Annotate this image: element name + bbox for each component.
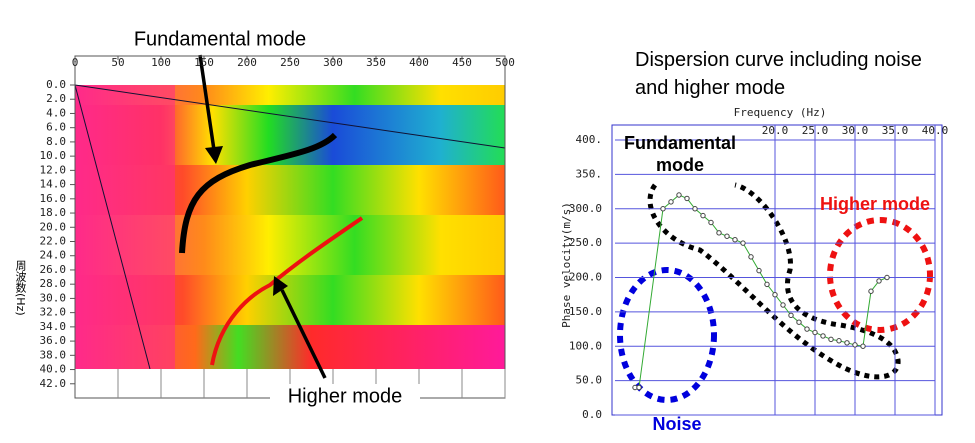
- data-point: [636, 384, 642, 391]
- chart-title: Dispersion curve including noise and hig…: [635, 49, 922, 99]
- data-point: [780, 302, 786, 308]
- data-point: [868, 288, 874, 294]
- y-tick-label: 0.0: [46, 78, 66, 91]
- x-tick-label: 200: [237, 56, 257, 69]
- y-tick-label: 50.0: [576, 374, 603, 387]
- data-point: [884, 274, 890, 281]
- y-tick-label: 40.0: [40, 363, 67, 376]
- x-tick-label: 150: [194, 56, 214, 69]
- data-point: [836, 338, 842, 344]
- data-point: [668, 199, 674, 205]
- y-tick-label: 26.0: [40, 263, 67, 276]
- x-tick-label: 450: [452, 56, 472, 69]
- y-tick-label: 6.0: [46, 121, 66, 134]
- y-tick-label: 350.: [576, 167, 603, 180]
- y-tick-label: 200.0: [569, 271, 602, 284]
- data-point: [692, 206, 698, 212]
- y-tick-label: 300.0: [569, 202, 602, 215]
- annotation: Fundamental mode: [623, 133, 736, 175]
- data-point: [796, 319, 802, 325]
- annotation: Higher mode: [820, 194, 930, 214]
- y-tick-label: 4.0: [46, 106, 66, 119]
- data-point: [660, 206, 666, 212]
- y-tick-label: 2.0: [46, 92, 66, 105]
- x-tick-label: 350: [366, 56, 386, 69]
- data-point: [852, 342, 858, 348]
- annotation-shapes: [617, 182, 933, 403]
- y-axis-label: Phase velocity(m/s): [560, 202, 573, 328]
- data-point: [684, 195, 690, 202]
- data-point: [700, 212, 706, 219]
- y-tick-label: 28.0: [40, 277, 67, 290]
- y-tick-label: 36.0: [40, 334, 67, 347]
- y-tick-label: 24.0: [40, 249, 67, 262]
- data-point: [732, 236, 738, 243]
- y-tick-label: 14.0: [40, 178, 67, 191]
- data-point: [748, 254, 754, 260]
- data-point: [844, 340, 850, 346]
- plot-layer: 0 50 100 150 200 250 300 350 400 450 5000.02.04.06…: [40, 56, 948, 421]
- data-point: [724, 233, 730, 239]
- y-tick-label: 250.0: [569, 236, 602, 249]
- x-axis-label: Frequency (Hz): [734, 106, 827, 119]
- y-tick-label: 18.0: [40, 206, 67, 219]
- y-tick-label: 8.0: [46, 135, 66, 148]
- data-point: [788, 312, 794, 319]
- y-tick-label: 400.: [576, 133, 603, 146]
- data-point: [804, 326, 810, 332]
- y-tick-label: 20.0: [40, 220, 67, 233]
- spectrum-image: [74, 54, 506, 398]
- data-line: [635, 194, 888, 388]
- y-tick-label: 150.0: [569, 305, 602, 318]
- data-point: [812, 329, 818, 336]
- y-tick-label: 12.0: [40, 163, 67, 176]
- x-tick-label: 400: [409, 56, 429, 69]
- data-point: [708, 219, 714, 226]
- annotation: Higher mode: [288, 385, 403, 407]
- data-point: [756, 267, 762, 274]
- x-tick-label: 50: [111, 56, 124, 69]
- y-tick-label: 22.0: [40, 235, 67, 248]
- y-tick-label: 16.0: [40, 192, 67, 205]
- y-axis-label: 周波数(Hz): [14, 260, 27, 316]
- data-point: [772, 291, 778, 298]
- annotation: Fundamental mode: [134, 28, 306, 50]
- y-tick-label: 30.0: [40, 291, 67, 304]
- annotation: Noise: [652, 414, 701, 434]
- x-tick-label: 250: [280, 56, 300, 69]
- x-tick-label: 300: [323, 56, 343, 69]
- data-point: [716, 230, 722, 236]
- data-point: [764, 281, 770, 288]
- y-tick-label: 0.0: [582, 408, 602, 421]
- y-tick-label: 38.0: [40, 348, 67, 361]
- data-point: [876, 278, 882, 284]
- data-point: [820, 333, 826, 339]
- y-tick-label: 42.0: [40, 377, 67, 390]
- x-tick-label: 0: [72, 56, 79, 69]
- data-point: [828, 336, 834, 343]
- y-tick-label: 100.0: [569, 339, 602, 352]
- data-point: [740, 240, 746, 246]
- y-tick-label: 34.0: [40, 320, 67, 333]
- x-tick-label: 500: [495, 56, 515, 69]
- data-point: [860, 343, 866, 349]
- y-tick-label: 10.0: [40, 149, 67, 162]
- y-tick-label: 32.0: [40, 306, 67, 319]
- label-background: [270, 384, 420, 410]
- x-tick-label: 100: [151, 56, 171, 69]
- data-point: [676, 192, 682, 198]
